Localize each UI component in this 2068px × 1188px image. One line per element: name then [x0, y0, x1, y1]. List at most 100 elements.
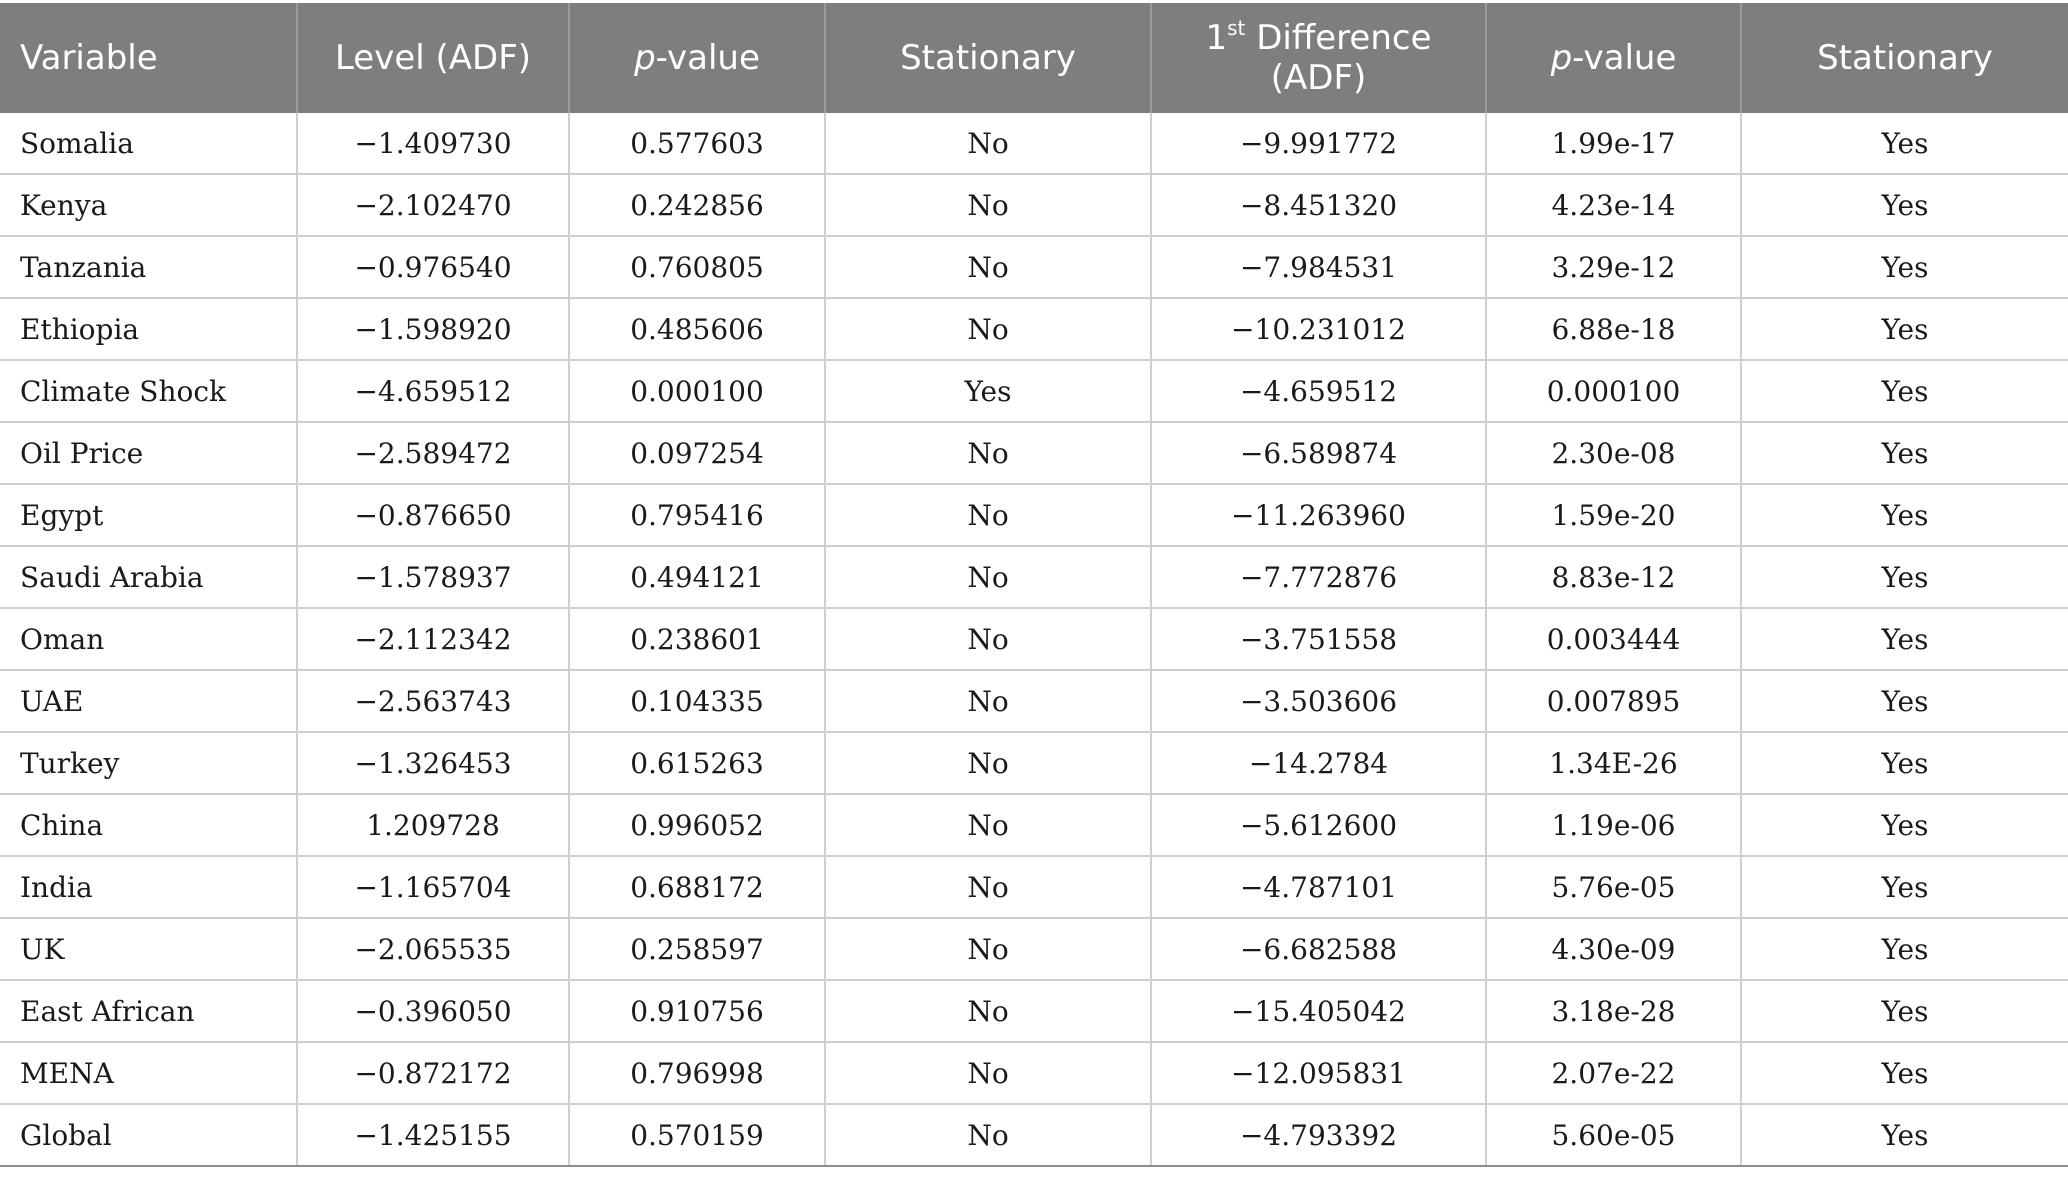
cell-level-adf: −0.876650 [297, 484, 570, 547]
cell-level-adf: −1.165704 [297, 856, 570, 919]
cell-p-value-diff: 3.18e-28 [1486, 980, 1742, 1043]
cell-variable: Ethiopia [0, 298, 298, 361]
cell-stationary-level: No [825, 422, 1152, 485]
cell-stationary-level: No [825, 298, 1152, 361]
cell-level-adf: −1.326453 [297, 732, 570, 795]
cell-stationary-diff: Yes [1741, 298, 2068, 361]
cell-stationary-level: Yes [825, 360, 1152, 423]
cell-first-difference-adf: −14.2784 [1151, 732, 1487, 795]
cell-p-value-level: 0.242856 [569, 174, 826, 237]
cell-stationary-diff: Yes [1741, 918, 2068, 981]
cell-p-value-diff: 2.07e-22 [1486, 1042, 1742, 1105]
cell-p-value-diff: 2.30e-08 [1486, 422, 1742, 485]
cell-level-adf: −1.598920 [297, 298, 570, 361]
cell-first-difference-adf: −7.984531 [1151, 236, 1487, 299]
cell-p-value-diff: 6.88e-18 [1486, 298, 1742, 361]
cell-p-value-diff: 0.003444 [1486, 608, 1742, 671]
cell-variable: UAE [0, 670, 298, 733]
cell-variable: Saudi Arabia [0, 546, 298, 609]
adf-results-table: Variable Level (ADF) p-value Stationary … [0, 3, 2068, 1167]
cell-stationary-level: No [825, 918, 1152, 981]
header-first-diff-line1: Difference [1245, 18, 1432, 58]
cell-p-value-diff: 5.60e-05 [1486, 1104, 1742, 1167]
header-p-rest: -value [1572, 38, 1677, 78]
header-level-adf: Level (ADF) [297, 3, 570, 113]
cell-level-adf: −2.102470 [297, 174, 570, 237]
adf-results-table-container: Variable Level (ADF) p-value Stationary … [0, 3, 2068, 1167]
table-row: Egypt −0.876650 0.795416 No −11.263960 1.59e-… [0, 484, 2068, 547]
cell-p-value-level: 0.000100 [569, 360, 826, 423]
cell-first-difference-adf: −3.503606 [1151, 670, 1487, 733]
cell-first-difference-adf: −6.682588 [1151, 918, 1487, 981]
cell-first-difference-adf: −4.787101 [1151, 856, 1487, 919]
cell-p-value-diff: 4.30e-09 [1486, 918, 1742, 981]
cell-p-value-diff: 1.19e-06 [1486, 794, 1742, 857]
cell-stationary-diff: Yes [1741, 670, 2068, 733]
header-row: Variable Level (ADF) p-value Stationary … [0, 3, 2068, 113]
cell-level-adf: −4.659512 [297, 360, 570, 423]
cell-p-value-level: 0.577603 [569, 113, 826, 175]
cell-stationary-diff: Yes [1741, 608, 2068, 671]
cell-first-difference-adf: −4.793392 [1151, 1104, 1487, 1167]
cell-stationary-diff: Yes [1741, 1042, 2068, 1105]
cell-p-value-diff: 0.000100 [1486, 360, 1742, 423]
cell-stationary-diff: Yes [1741, 794, 2068, 857]
cell-stationary-diff: Yes [1741, 732, 2068, 795]
cell-first-difference-adf: −5.612600 [1151, 794, 1487, 857]
cell-first-difference-adf: −9.991772 [1151, 113, 1487, 175]
cell-stationary-diff: Yes [1741, 980, 2068, 1043]
cell-level-adf: 1.209728 [297, 794, 570, 857]
cell-stationary-level: No [825, 236, 1152, 299]
header-stationary-diff: Stationary [1741, 3, 2068, 113]
cell-variable: Climate Shock [0, 360, 298, 423]
cell-first-difference-adf: −6.589874 [1151, 422, 1487, 485]
cell-stationary-diff: Yes [1741, 236, 2068, 299]
cell-variable: Egypt [0, 484, 298, 547]
cell-p-value-level: 0.485606 [569, 298, 826, 361]
cell-stationary-level: No [825, 484, 1152, 547]
cell-level-adf: −2.563743 [297, 670, 570, 733]
cell-level-adf: −2.112342 [297, 608, 570, 671]
cell-level-adf: −1.409730 [297, 113, 570, 175]
header-p-rest: -value [655, 38, 760, 78]
table-row: Oil Price −2.589472 0.097254 No −6.589874 2.3… [0, 422, 2068, 485]
table-row: UK −2.065535 0.258597 No −6.682588 4.30e-09 Ye… [0, 918, 2068, 981]
table-row: East African −0.396050 0.910756 No −15.40504… [0, 980, 2068, 1043]
cell-p-value-level: 0.104335 [569, 670, 826, 733]
header-first-diff-num: 1 [1205, 18, 1228, 58]
cell-variable: Oil Price [0, 422, 298, 485]
cell-stationary-level: No [825, 732, 1152, 795]
cell-level-adf: −0.396050 [297, 980, 570, 1043]
cell-level-adf: −0.872172 [297, 1042, 570, 1105]
cell-stationary-diff: Yes [1741, 360, 2068, 423]
cell-p-value-level: 0.760805 [569, 236, 826, 299]
cell-level-adf: −2.589472 [297, 422, 570, 485]
header-p-value-diff: p-value [1486, 3, 1742, 113]
cell-p-value-level: 0.795416 [569, 484, 826, 547]
cell-stationary-level: No [825, 174, 1152, 237]
cell-p-value-level: 0.910756 [569, 980, 826, 1043]
cell-first-difference-adf: −10.231012 [1151, 298, 1487, 361]
cell-variable: Turkey [0, 732, 298, 795]
cell-stationary-level: No [825, 113, 1152, 175]
cell-p-value-diff: 8.83e-12 [1486, 546, 1742, 609]
cell-variable: UK [0, 918, 298, 981]
table-row: China 1.209728 0.996052 No −5.612600 1.19e-06… [0, 794, 2068, 857]
cell-stationary-level: No [825, 608, 1152, 671]
cell-first-difference-adf: −15.405042 [1151, 980, 1487, 1043]
table-row: Kenya −2.102470 0.242856 No −8.451320 4.23e-1… [0, 174, 2068, 237]
cell-level-adf: −1.578937 [297, 546, 570, 609]
cell-stationary-diff: Yes [1741, 856, 2068, 919]
cell-stationary-level: No [825, 856, 1152, 919]
header-first-diff-line2: (ADF) [1270, 58, 1367, 98]
cell-stationary-level: No [825, 1042, 1152, 1105]
cell-variable: Oman [0, 608, 298, 671]
header-p-value-level: p-value [569, 3, 826, 113]
cell-p-value-level: 0.796998 [569, 1042, 826, 1105]
cell-stationary-diff: Yes [1741, 546, 2068, 609]
cell-first-difference-adf: −12.095831 [1151, 1042, 1487, 1105]
table-body: Somalia −1.409730 0.577603 No −9.991772 1.99e… [0, 113, 2068, 1167]
cell-first-difference-adf: −4.659512 [1151, 360, 1487, 423]
cell-variable: Global [0, 1104, 298, 1167]
cell-p-value-diff: 1.34E-26 [1486, 732, 1742, 795]
